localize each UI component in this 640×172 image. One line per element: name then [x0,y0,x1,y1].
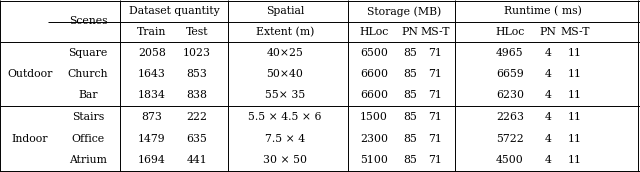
Text: 5722: 5722 [496,133,524,143]
Text: MS-T: MS-T [420,27,450,37]
Text: 11: 11 [568,90,582,100]
Text: 5.5 × 4.5 × 6: 5.5 × 4.5 × 6 [248,112,322,122]
Text: 85: 85 [403,155,417,165]
Text: 85: 85 [403,69,417,79]
Text: Test: Test [186,27,208,37]
Text: 4: 4 [545,90,552,100]
Text: 4: 4 [545,112,552,122]
Text: 71: 71 [428,90,442,100]
Text: 853: 853 [187,69,207,79]
Text: Atrium: Atrium [69,155,107,165]
Text: Train: Train [138,27,166,37]
Text: 85: 85 [403,112,417,122]
Text: 11: 11 [568,48,582,58]
Text: 1643: 1643 [138,69,166,79]
Text: Stairs: Stairs [72,112,104,122]
Text: Indoor: Indoor [12,133,48,143]
Text: 85: 85 [403,133,417,143]
Text: 4500: 4500 [496,155,524,165]
Text: 6500: 6500 [360,48,388,58]
Text: Runtime ( ms): Runtime ( ms) [504,6,581,17]
Text: 11: 11 [568,112,582,122]
Text: 2300: 2300 [360,133,388,143]
Text: Storage (MB): Storage (MB) [367,6,442,17]
Text: 85: 85 [403,90,417,100]
Text: 71: 71 [428,48,442,58]
Text: Church: Church [68,69,108,79]
Text: MS-T: MS-T [560,27,589,37]
Text: HLoc: HLoc [495,27,525,37]
Text: 71: 71 [428,112,442,122]
Text: 1694: 1694 [138,155,166,165]
Text: HLoc: HLoc [360,27,388,37]
Text: 6600: 6600 [360,69,388,79]
Text: Bar: Bar [78,90,98,100]
Text: Dataset quantity: Dataset quantity [129,7,220,17]
Text: 2058: 2058 [138,48,166,58]
Text: 838: 838 [186,90,207,100]
Text: 222: 222 [186,112,207,122]
Text: 11: 11 [568,155,582,165]
Text: 4965: 4965 [496,48,524,58]
Text: 5100: 5100 [360,155,388,165]
Text: 635: 635 [187,133,207,143]
Text: 873: 873 [141,112,163,122]
Text: 7.5 × 4: 7.5 × 4 [265,133,305,143]
Text: 4: 4 [545,69,552,79]
Text: 1500: 1500 [360,112,388,122]
Text: 6659: 6659 [496,69,524,79]
Text: 6600: 6600 [360,90,388,100]
Text: Outdoor: Outdoor [7,69,52,79]
Text: 85: 85 [403,48,417,58]
Text: 1023: 1023 [183,48,211,58]
Text: 2263: 2263 [496,112,524,122]
Text: 71: 71 [428,69,442,79]
Text: 71: 71 [428,155,442,165]
Text: PN: PN [401,27,419,37]
Text: 441: 441 [187,155,207,165]
Text: Office: Office [72,133,104,143]
Text: 11: 11 [568,133,582,143]
Text: 40×25: 40×25 [267,48,303,58]
Text: 4: 4 [545,155,552,165]
Text: 4: 4 [545,48,552,58]
Text: 55× 35: 55× 35 [265,90,305,100]
Text: 6230: 6230 [496,90,524,100]
Text: 1479: 1479 [138,133,166,143]
Text: Extent (m): Extent (m) [256,27,314,37]
Text: 30 × 50: 30 × 50 [263,155,307,165]
Text: 71: 71 [428,133,442,143]
Text: 4: 4 [545,133,552,143]
Text: 11: 11 [568,69,582,79]
Text: 1834: 1834 [138,90,166,100]
Text: PN: PN [540,27,556,37]
Text: Spatial: Spatial [266,7,304,17]
Text: Square: Square [68,48,108,58]
Text: Scenes: Scenes [68,17,108,26]
Text: 50×40: 50×40 [267,69,303,79]
